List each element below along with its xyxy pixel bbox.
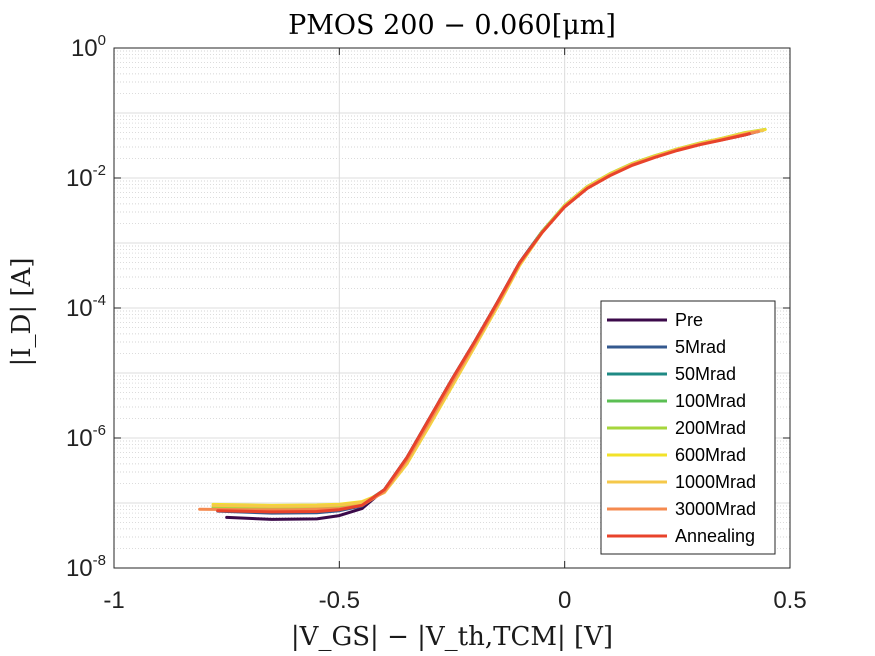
series-line-annealing [216, 132, 751, 514]
x-tick-label: 0 [558, 587, 571, 614]
major-grid [114, 48, 790, 568]
x-tick-label: -0.5 [319, 587, 360, 614]
legend-label-3000mrad: 3000Mrad [675, 499, 756, 519]
legend: Pre 5Mrad 50Mrad 100Mrad 200Mrad 600Mrad 1000M… [600, 300, 776, 555]
legend-label-100mrad: 100Mrad [675, 391, 746, 411]
legend-label-5mrad: 5Mrad [675, 337, 726, 357]
legend-label-600mrad: 600Mrad [675, 445, 746, 465]
y-tick-label: 10-4 [66, 292, 106, 322]
x-tick-label: -1 [103, 587, 124, 614]
y-tick-labels: 100 10-2 10-4 10-6 10-8 [66, 32, 106, 582]
x-axis-label: |V_GS| − |V_th,TCM| [V] [291, 622, 613, 652]
x-tick-label: 0.5 [773, 587, 806, 614]
y-tick-label: 100 [71, 32, 106, 62]
x-tick-labels: -1 -0.5 0 0.5 [103, 587, 806, 614]
legend-label-1000mrad: 1000Mrad [675, 472, 756, 492]
series-lines [198, 127, 767, 521]
legend-label-200mrad: 200Mrad [675, 418, 746, 438]
chart-title: PMOS 200 − 0.060[μm] [288, 10, 616, 41]
y-tick-label: 10-8 [66, 552, 106, 582]
y-tick-label: 10-6 [66, 422, 106, 452]
legend-label-50mrad: 50Mrad [675, 364, 736, 384]
y-tick-label: 10-2 [66, 162, 106, 192]
y-axis-label: |I_D| [A] [7, 258, 37, 367]
legend-label-pre: Pre [675, 310, 703, 330]
legend-label-annealing: Annealing [675, 526, 755, 546]
